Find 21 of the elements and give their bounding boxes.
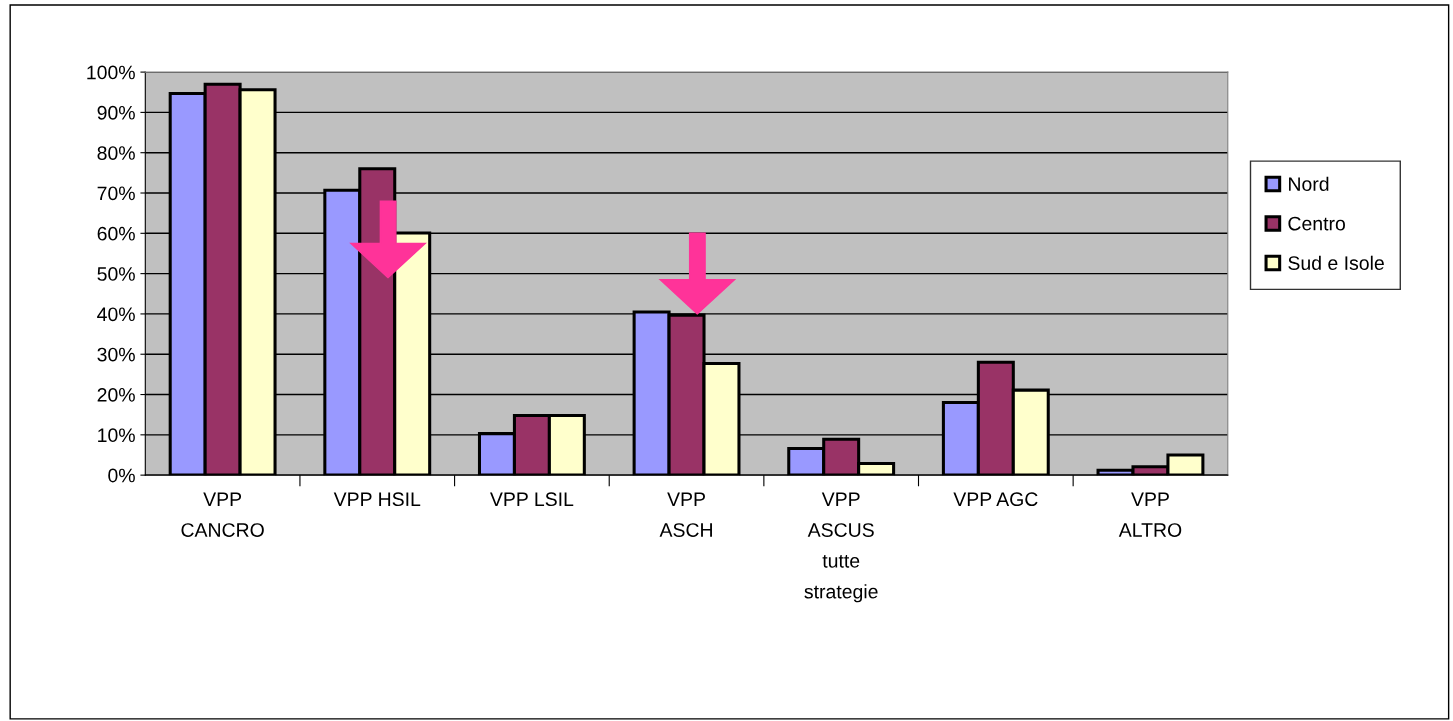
y-tick-label: 40% [97,307,135,322]
y-tick-label: 70% [97,186,135,201]
y-tick-label: 20% [97,388,135,402]
y-tick-label: 60% [97,226,135,241]
y-tick-label: 100% [87,65,135,80]
y-tick-label: 50% [97,267,135,281]
x-tick-label: VPP HSIL [333,492,421,507]
y-tick-label: 0% [108,468,135,483]
x-tick-label: VPP CANCRO [181,492,264,537]
y-tick-label: 90% [97,105,135,120]
x-tick-label: VPP ASCH [659,492,712,537]
y-tick-label: 80% [97,146,135,160]
legend-label: Centro [1288,216,1345,231]
x-tick-label: VPP ASCUS tutte strategie [804,492,878,603]
x-tick-label: VPP AGC [953,492,1038,507]
y-tick-label: 10% [98,428,135,443]
legend-label: Sud e Isole [1288,255,1384,270]
legend-label: Nord [1289,176,1329,191]
x-tick-label: VPP LSIL [490,492,574,507]
y-tick-label: 30% [97,347,135,362]
x-tick-label: VPP ALTRO [1118,492,1182,537]
